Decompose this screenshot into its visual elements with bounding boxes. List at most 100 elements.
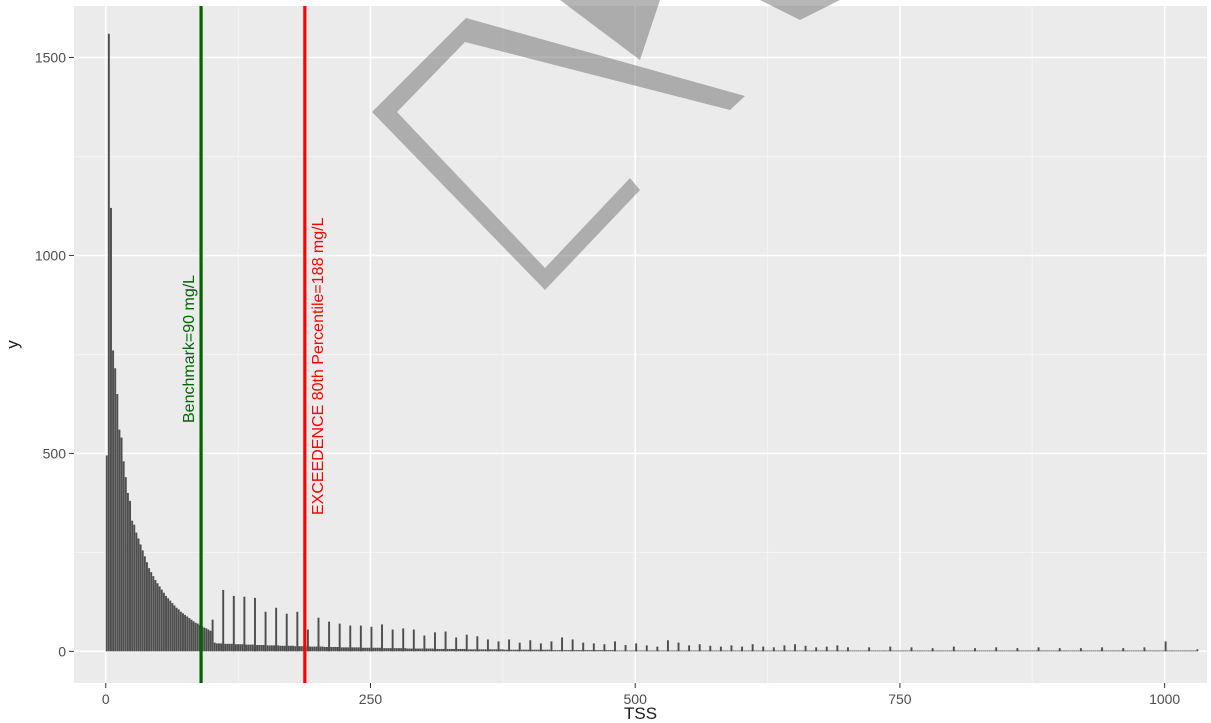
histogram-bar: [124, 477, 127, 652]
histogram-bar: [146, 562, 148, 652]
histogram-bar: [1132, 650, 1135, 652]
histogram-bar: [933, 650, 936, 652]
histogram-bar: [571, 639, 574, 652]
histogram-bar: [470, 649, 472, 652]
histogram-bar: [1092, 650, 1095, 652]
histogram-bar: [1069, 650, 1072, 652]
histogram-bar: [1175, 650, 1178, 652]
histogram-bar: [910, 647, 913, 652]
histogram-bar: [169, 600, 172, 652]
histogram-bar: [408, 648, 411, 652]
histogram-bar: [921, 650, 924, 652]
histogram-bar: [389, 648, 392, 652]
histogram-bar: [1111, 650, 1114, 652]
histogram-bar: [362, 647, 364, 652]
watermark-logo: [372, 0, 840, 290]
histogram-bar: [681, 650, 684, 652]
histogram-bar: [1194, 650, 1197, 652]
histogram-bar: [554, 650, 557, 652]
histogram-bar: [601, 650, 604, 652]
histogram-bar: [709, 645, 712, 652]
histogram-bar: [789, 650, 792, 652]
histogram-bar: [550, 641, 553, 652]
histogram-bar: [802, 650, 805, 652]
histogram-bar: [525, 649, 527, 652]
histogram-bar: [590, 650, 593, 652]
histogram-bar: [940, 650, 943, 652]
histogram-bar: [283, 645, 286, 652]
histogram-bar: [336, 646, 339, 652]
histogram-bar: [376, 647, 379, 652]
histogram-bar: [262, 644, 265, 652]
histogram-bar: [552, 650, 555, 652]
histogram-bar: [423, 635, 426, 652]
histogram-bar: [866, 650, 868, 652]
histogram-bar: [569, 650, 572, 652]
histogram-bar: [177, 609, 180, 652]
histogram-bar: [254, 597, 256, 652]
histogram-bar: [417, 648, 419, 652]
histogram-bar: [395, 648, 398, 652]
histogram-bar: [512, 649, 515, 652]
histogram-bar: [931, 648, 934, 652]
histogram-bar: [902, 650, 904, 652]
histogram-bar: [410, 648, 413, 652]
histogram-bar: [1141, 650, 1144, 652]
histogram-bar: [256, 644, 259, 652]
histogram-bar: [664, 650, 667, 652]
histogram-bar: [1016, 648, 1019, 652]
histogram-bar: [986, 650, 989, 652]
histogram-bar: [1164, 641, 1167, 652]
histogram-bar: [755, 650, 758, 652]
histogram-bar: [529, 640, 532, 652]
histogram-bar: [345, 647, 347, 652]
histogram-bar: [599, 650, 602, 652]
histogram-bar: [927, 650, 930, 652]
histogram-bar: [851, 650, 854, 652]
histogram-bar: [1118, 650, 1120, 652]
histogram-bar: [770, 650, 773, 652]
histogram-bar: [133, 524, 136, 652]
histogram-bar: [165, 595, 167, 652]
histogram-bar: [618, 650, 621, 652]
histogram-bar: [1179, 650, 1182, 652]
x-tick-label: 0: [102, 691, 110, 707]
histogram-bar: [990, 650, 993, 652]
histogram-bar: [232, 595, 235, 652]
histogram-bar: [383, 648, 386, 652]
histogram-bar: [230, 643, 233, 652]
histogram-bar: [1192, 650, 1195, 652]
histogram-bar: [558, 650, 561, 652]
histogram-bar: [1094, 650, 1097, 652]
histogram-bar: [597, 650, 600, 652]
histogram-bar: [645, 645, 648, 652]
histogram-bar: [844, 650, 847, 652]
exceedence-label: EXCEEDENCE 80th Percentile=188 mg/L: [310, 217, 327, 515]
benchmark-label: Benchmark=90 mg/L: [181, 275, 198, 423]
histogram-bar: [387, 648, 390, 652]
histogram-bar: [1033, 650, 1036, 652]
histogram-bar: [995, 647, 998, 652]
histogram-bar: [186, 616, 189, 652]
histogram-bar: [1177, 650, 1180, 652]
histogram-bar: [880, 650, 883, 652]
histogram-bar: [203, 627, 206, 652]
histogram-bar: [326, 646, 328, 652]
histogram-bar: [838, 650, 841, 652]
histogram-bar: [143, 556, 146, 652]
histogram-bar: [935, 650, 938, 652]
histogram-bar: [290, 645, 292, 652]
histogram-bar: [126, 492, 129, 652]
histogram-bar: [823, 650, 826, 652]
histogram-bar: [1122, 648, 1125, 652]
histogram-bar: [431, 648, 434, 652]
histogram-bar: [131, 520, 134, 652]
histogram-bar: [542, 649, 544, 652]
histogram-bar: [895, 650, 898, 652]
histogram-bar: [734, 650, 737, 652]
histogram-bar: [1039, 650, 1042, 652]
histogram-bar: [1185, 650, 1188, 652]
histogram-bar: [806, 650, 809, 652]
histogram-bar: [150, 572, 153, 652]
histogram-bar: [1014, 650, 1017, 652]
